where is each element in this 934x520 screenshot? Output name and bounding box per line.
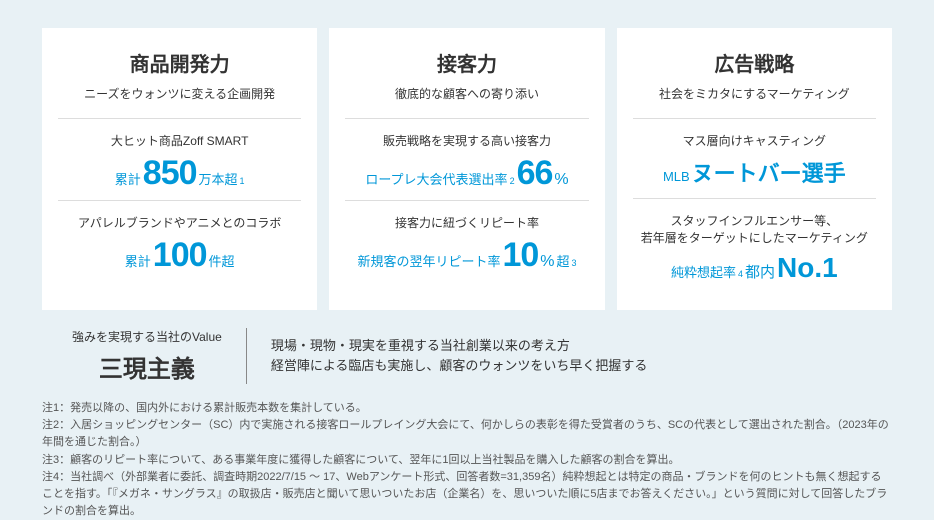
metric: 新規客の翌年リピート率 10 %超3 xyxy=(345,238,588,272)
metric-label: 販売戦略を実現する高い接客力 xyxy=(345,133,588,150)
metric-label: マス層向けキャスティング xyxy=(633,133,876,150)
note: 注4：当社調べ（外部業者に委託、調査時期2022/7/15 〜 17、Webアン… xyxy=(42,469,892,520)
value-label: 強みを実現する当社のValue xyxy=(72,328,222,345)
card-title: 接客力 xyxy=(345,48,588,77)
value-left: 強みを実現する当社のValue 三現主義 xyxy=(72,328,247,384)
card-section: 販売戦略を実現する高い接客力 ロープレ大会代表選出率2 66 % xyxy=(345,119,588,200)
metric: ロープレ大会代表選出率2 66 % xyxy=(345,156,588,190)
note: 注2：入居ショッピングセンター（SC）内で実施される接客ロールプレイング大会にて… xyxy=(42,417,892,451)
metric: MLB ヌートバー選手 xyxy=(633,156,876,188)
card-service: 接客力 徹底的な顧客への寄り添い 販売戦略を実現する高い接客力 ロープレ大会代表… xyxy=(329,28,604,310)
metric-label: 接客力に紐づくリピート率 xyxy=(345,215,588,232)
cards-row: 商品開発力 ニーズをウォンツに変える企画開発 大ヒット商品Zoff SMART … xyxy=(42,28,892,310)
note: 注1：発売以降の、国内外における累計販売本数を集計している。 xyxy=(42,400,892,417)
card-subtitle: 徹底的な顧客への寄り添い xyxy=(345,85,588,119)
value-row: 強みを実現する当社のValue 三現主義 現場・現物・現実を重視する当社創業以来… xyxy=(42,328,892,400)
metric-label: スタッフインフルエンサー等、 若年層をターゲットにしたマーケティング xyxy=(633,213,876,247)
value-desc: 現場・現物・現実を重視する当社創業以来の考え方 経営陣による臨店も実施し、顧客の… xyxy=(271,336,862,378)
card-subtitle: 社会をミカタにするマーケティング xyxy=(633,85,876,119)
footnotes: 注1：発売以降の、国内外における累計販売本数を集計している。 注2：入居ショッピ… xyxy=(42,400,892,519)
card-title: 広告戦略 xyxy=(633,48,876,77)
note: 注3：顧客のリピート率について、ある事業年度に獲得した顧客について、翌年に1回以… xyxy=(42,452,892,469)
metric: 累計 100 件超 xyxy=(58,238,301,272)
card-section: 接客力に紐づくリピート率 新規客の翌年リピート率 10 %超3 xyxy=(345,200,588,282)
metric-label: 大ヒット商品Zoff SMART xyxy=(58,133,301,150)
metric: 純粋想起率4 都内 No.1 xyxy=(633,252,876,284)
card-product: 商品開発力 ニーズをウォンツに変える企画開発 大ヒット商品Zoff SMART … xyxy=(42,28,317,310)
metric-label: アパレルブランドやアニメとのコラボ xyxy=(58,215,301,232)
card-title: 商品開発力 xyxy=(58,48,301,77)
card-section: マス層向けキャスティング MLB ヌートバー選手 xyxy=(633,119,876,198)
card-ad: 広告戦略 社会をミカタにするマーケティング マス層向けキャスティング MLB ヌ… xyxy=(617,28,892,310)
metric: 累計 850 万本超1 xyxy=(58,156,301,190)
card-subtitle: ニーズをウォンツに変える企画開発 xyxy=(58,85,301,119)
card-section: アパレルブランドやアニメとのコラボ 累計 100 件超 xyxy=(58,200,301,282)
card-section: 大ヒット商品Zoff SMART 累計 850 万本超1 xyxy=(58,119,301,200)
card-section: スタッフインフルエンサー等、 若年層をターゲットにしたマーケティング 純粋想起率… xyxy=(633,198,876,295)
value-title: 三現主義 xyxy=(72,349,222,384)
